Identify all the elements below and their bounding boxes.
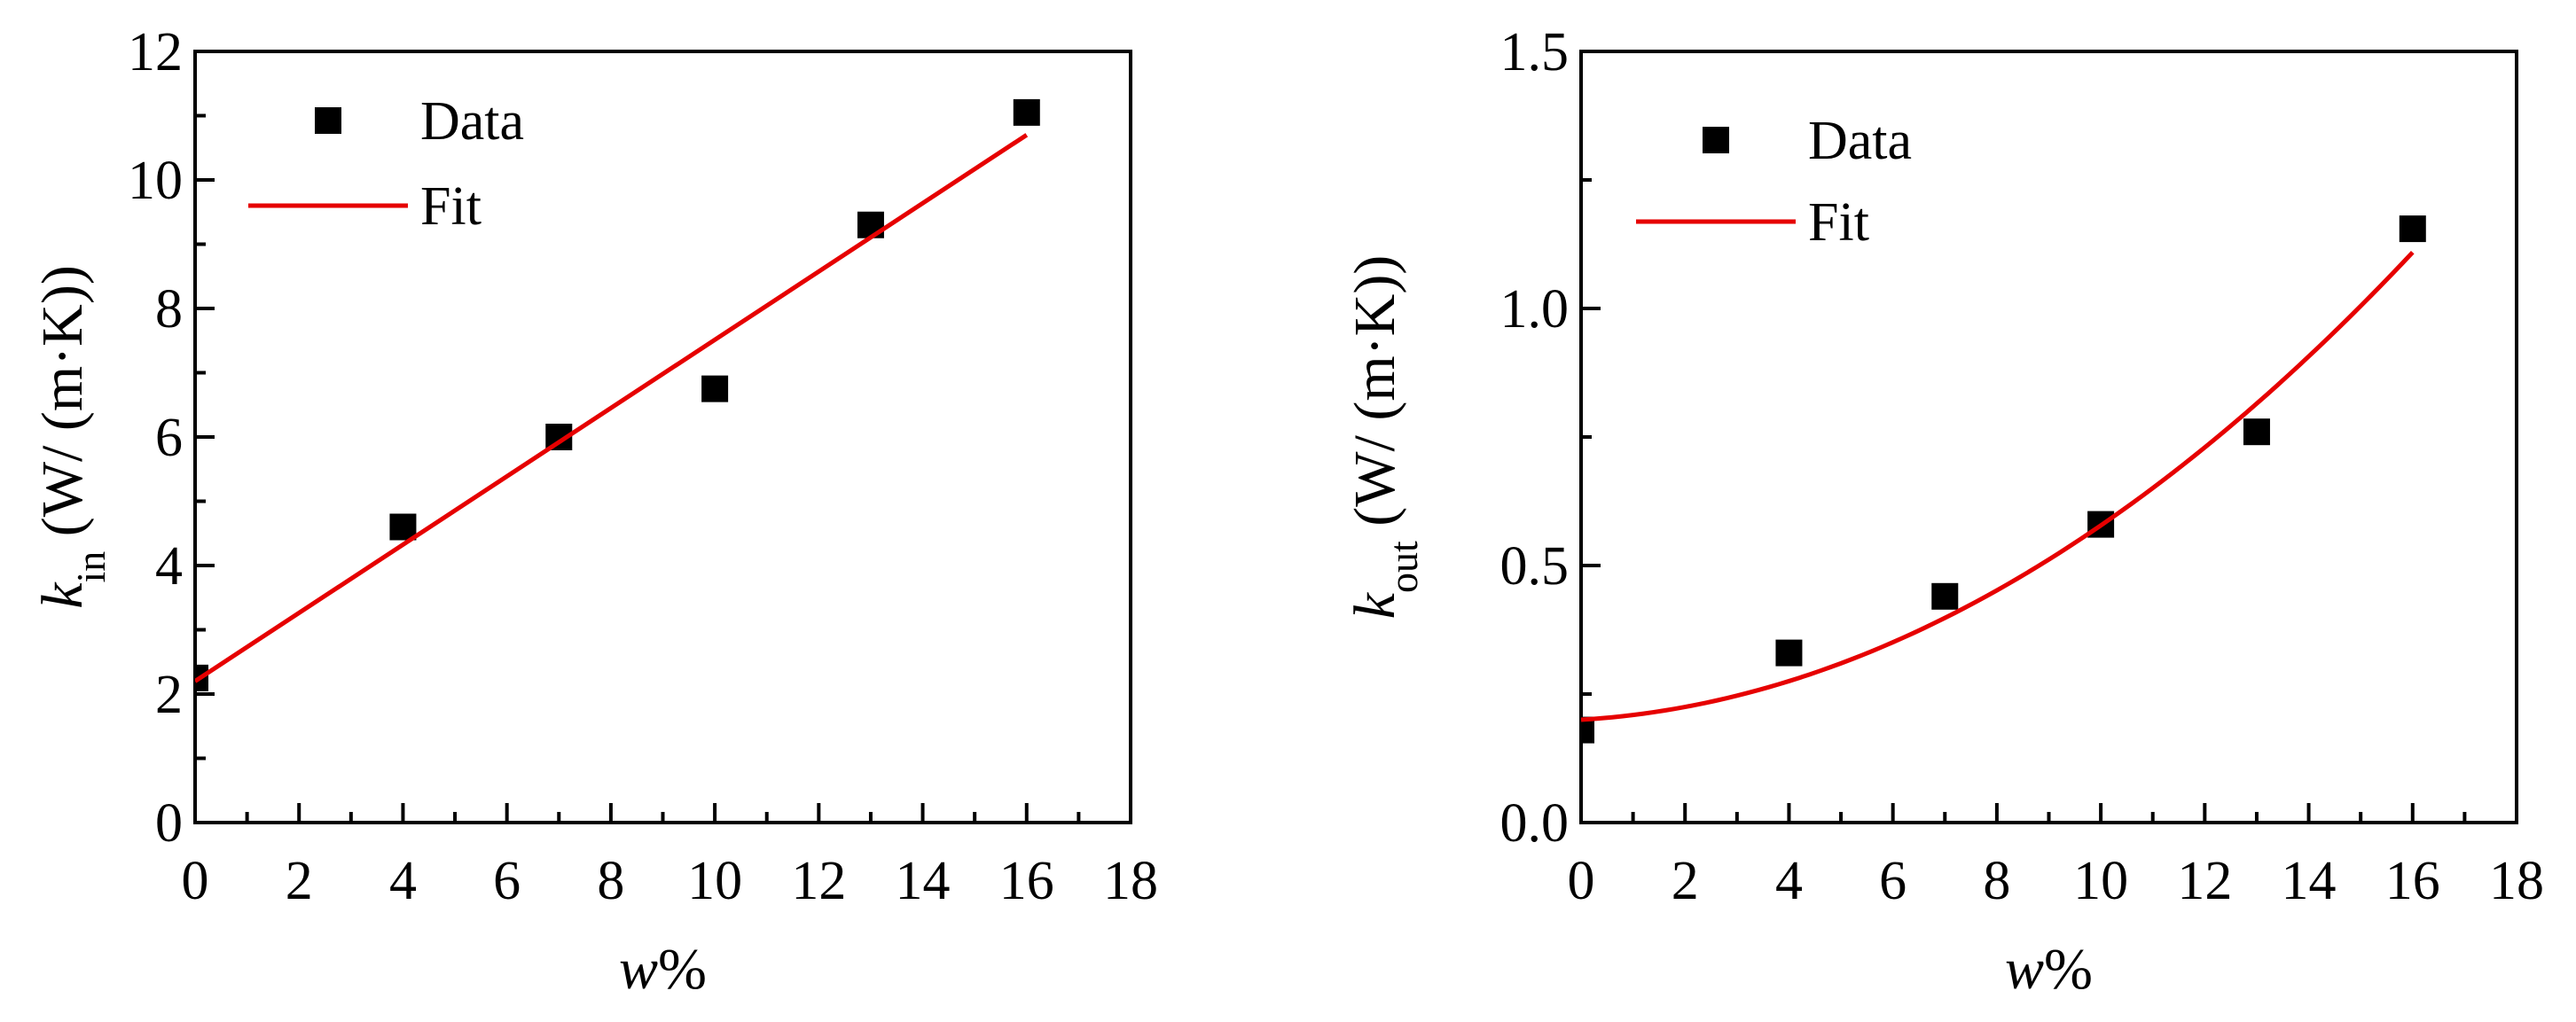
y-tick-label: 0.5 [1500,536,1570,597]
x-tick-label: 10 [2073,851,2128,911]
data-point [1013,98,1040,126]
chart-panel-k-out: 0 2 4 6 8 10 12 14 16 18 0.0 0.5 1.0 1.5 w% kout (W/ (m… [1343,22,2544,1002]
chart-panel-k-in: 0 2 4 6 8 10 12 14 16 18 0 2 4 6 8 10 12 w% kin (W/ (m·K))… [30,22,1158,1002]
plot-frame [193,50,1132,824]
data-point [1931,582,1959,610]
x-tick-label: 14 [2282,851,2337,911]
y-tick-label: 12 [128,22,183,82]
y-tick-label: 6 [155,408,183,468]
data-point [857,211,884,238]
fit-line [195,133,1029,683]
x-tick-label: 0 [1568,851,1595,911]
y-tick-label: 4 [155,536,183,597]
legend-marker-data [1703,127,1729,153]
legend-label-data: Data [420,91,524,152]
data-point [2243,418,2270,446]
data-point [1775,639,1803,667]
x-tick-label: 2 [286,851,313,911]
data-point [195,664,208,691]
x-axis-label: w% [619,937,707,1002]
x-tick-label: 14 [896,851,951,911]
y-tick-label: 0 [155,793,183,854]
x-tick-label: 18 [2489,851,2544,911]
y-tick-label: 2 [155,665,183,725]
y-axis-label: kout (W/ (m·K)) [1343,255,1426,620]
x-tick-label: 12 [791,851,846,911]
y-tick-label: 0.0 [1500,793,1570,854]
y-tick-label: 8 [155,279,183,339]
x-tick-label: 8 [597,851,624,911]
x-tick-label: 12 [2177,851,2232,911]
x-tick-label: 4 [389,851,417,911]
fit-line [1581,250,2415,722]
x-tick-label: 18 [1103,851,1158,911]
x-tick-label: 2 [1672,851,1699,911]
y-tick-label: 1.0 [1500,279,1570,339]
x-axis-label: w% [2005,937,2093,1002]
plot-frame [1579,50,2518,824]
data-point [1581,716,1594,744]
data-point [389,513,417,541]
x-tick-label: 0 [182,851,209,911]
plot-area [195,98,1040,691]
legend-label-data: Data [1808,111,1912,171]
y-tick-label: 10 [128,151,183,211]
data-point [2399,215,2426,243]
legend-label-fit: Fit [1808,192,1869,253]
x-tick-label: 6 [1879,851,1907,911]
x-tick-label: 4 [1775,851,1803,911]
y-tick-label: 1.5 [1500,22,1570,82]
x-tick-label: 10 [687,851,742,911]
x-tick-label: 16 [2385,851,2440,911]
legend-label-fit: Fit [420,176,482,237]
legend-marker-data [315,107,341,134]
data-point [701,375,729,402]
x-tick-label: 8 [1983,851,2010,911]
y-axis-label: kin (W/ (m·K)) [30,265,114,609]
x-tick-label: 6 [493,851,521,911]
x-tick-label: 16 [999,851,1054,911]
plot-area [1581,215,2426,744]
